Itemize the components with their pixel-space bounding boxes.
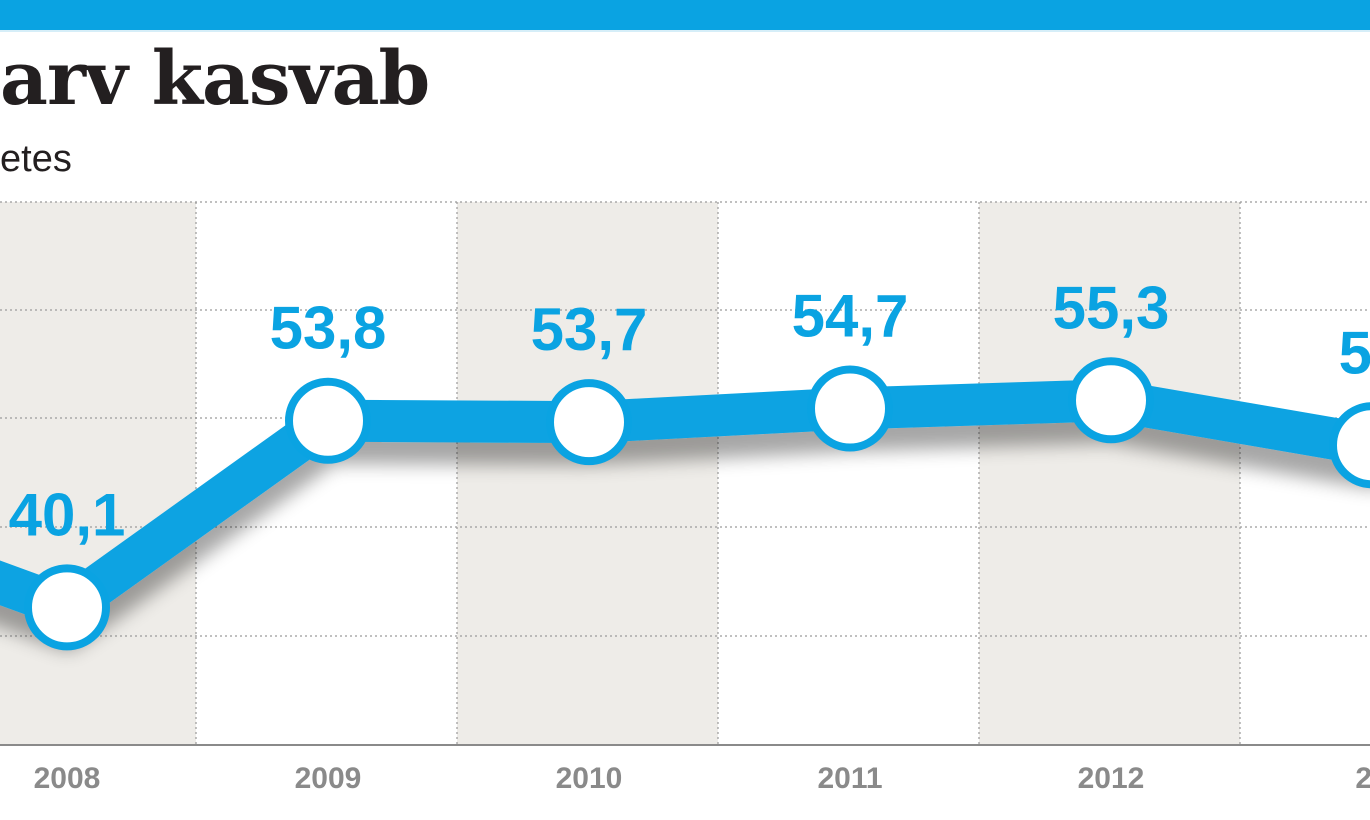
- x-tick-label: 2009: [295, 762, 362, 795]
- data-value-label: 53,7: [531, 296, 648, 363]
- column-band: [0, 202, 196, 745]
- data-point-marker: [807, 365, 893, 452]
- data-value-label: 40,1: [9, 481, 126, 548]
- data-value-label: 52: [1339, 319, 1370, 386]
- column-band: [457, 202, 718, 745]
- x-tick-label: 2012: [1078, 762, 1145, 795]
- data-value-label: 55,3: [1053, 274, 1170, 341]
- data-value-label: 53,8: [270, 295, 387, 362]
- data-point-marker: [285, 377, 371, 464]
- data-point-marker: [546, 379, 632, 466]
- header-bar: [0, 0, 1370, 30]
- x-tick-label: 2011: [817, 762, 882, 795]
- x-tick-label: 2008: [34, 762, 101, 795]
- x-tick-label: 2010: [556, 762, 623, 795]
- chart-title: arv kasvab: [0, 36, 430, 122]
- data-point-marker: [1068, 357, 1154, 444]
- data-value-label: 54,7: [792, 282, 909, 349]
- header-bar-underline: [0, 30, 1370, 32]
- column-band: [979, 202, 1240, 745]
- chart-subtitle: etes: [0, 138, 72, 180]
- x-tick-label: 20: [1355, 762, 1370, 795]
- data-point-marker: [1329, 402, 1370, 489]
- data-point-marker: [24, 564, 110, 651]
